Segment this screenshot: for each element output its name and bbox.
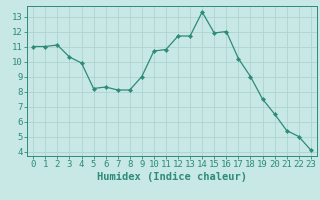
- X-axis label: Humidex (Indice chaleur): Humidex (Indice chaleur): [97, 172, 247, 182]
